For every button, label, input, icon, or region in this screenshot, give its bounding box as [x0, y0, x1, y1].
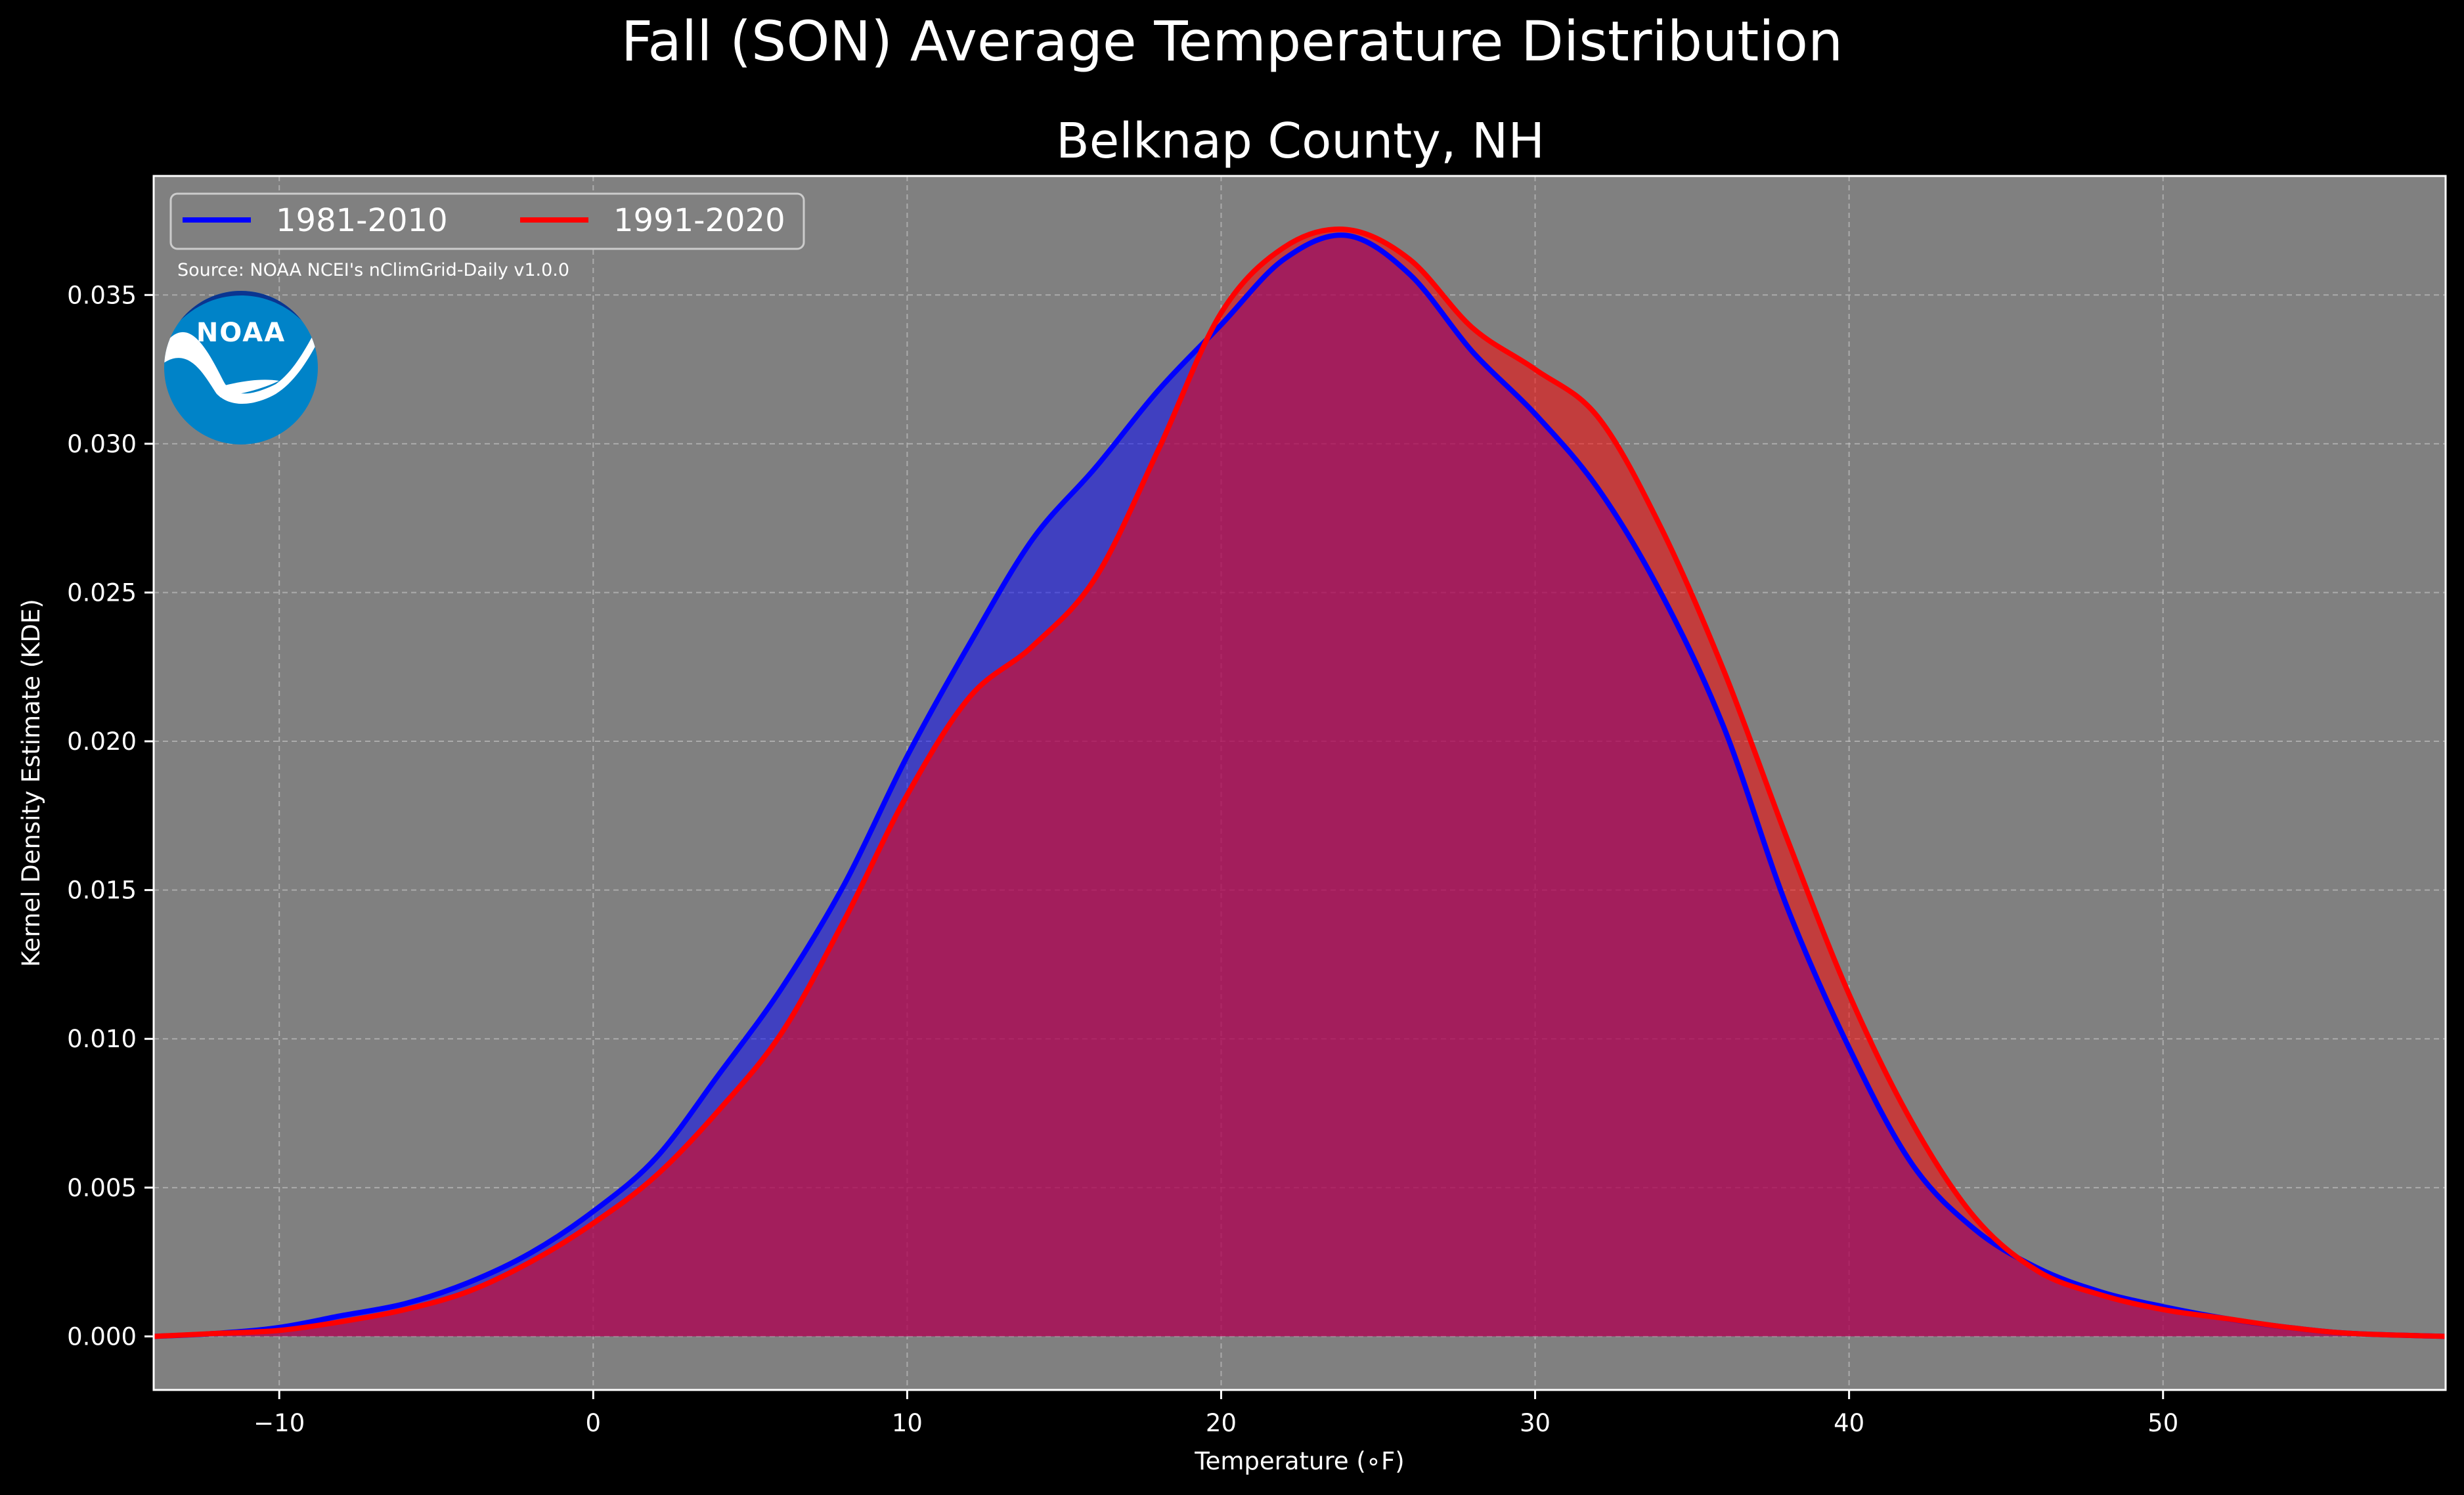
- y-axis-label: Kernel Density Estimate (KDE): [17, 599, 45, 967]
- y-tick-label: 0.030: [67, 430, 137, 458]
- x-tick-label: 50: [2147, 1409, 2178, 1437]
- series-fill-1991-2020: [154, 229, 2446, 1337]
- series-line-1991-2020: [154, 227, 2446, 1339]
- x-tick-label: 20: [1206, 1409, 1237, 1437]
- y-tick-label: 0.020: [67, 727, 137, 756]
- chart-title: Belknap County, NH: [1056, 113, 1545, 169]
- x-tick-label: −10: [253, 1409, 305, 1437]
- x-tick-label: 30: [1520, 1409, 1551, 1437]
- legend-label-1991-2020: 1991-2020: [613, 202, 785, 239]
- legend-label-1981-2010: 1981-2010: [276, 202, 448, 239]
- x-tick-label: 40: [1834, 1409, 1864, 1437]
- legend: 1981-2010 1991-2020: [169, 192, 805, 250]
- x-tick-label: 10: [892, 1409, 923, 1437]
- series-layer: [154, 227, 2446, 1339]
- y-tick-label: 0.005: [67, 1174, 137, 1202]
- y-tick-label: 0.025: [67, 578, 137, 607]
- axes-frame: [152, 175, 2447, 1391]
- noaa-logo: NOAA: [164, 291, 318, 444]
- chart-suptitle: Fall (SON) Average Temperature Distribut…: [621, 9, 1843, 74]
- noaa-logo-text: NOAA: [196, 318, 286, 348]
- y-tick-label: 0.015: [67, 877, 137, 905]
- x-axis-label: Temperature (∘F): [1194, 1447, 1404, 1475]
- axis-ticks: −10 0 10 20 30 40 50 0.000 0.005 0.010 0.015 0.020 0…: [67, 281, 2178, 1437]
- series-line-1981-2010: [154, 232, 2446, 1339]
- y-tick-label: 0.000: [67, 1322, 137, 1351]
- y-tick-label: 0.010: [67, 1025, 137, 1053]
- y-tick-label: 0.035: [67, 281, 137, 309]
- legend-box: [169, 192, 805, 250]
- source-note: Source: NOAA NCEI's nClimGrid-Daily v1.0…: [177, 260, 569, 280]
- x-tick-label: 0: [586, 1409, 602, 1437]
